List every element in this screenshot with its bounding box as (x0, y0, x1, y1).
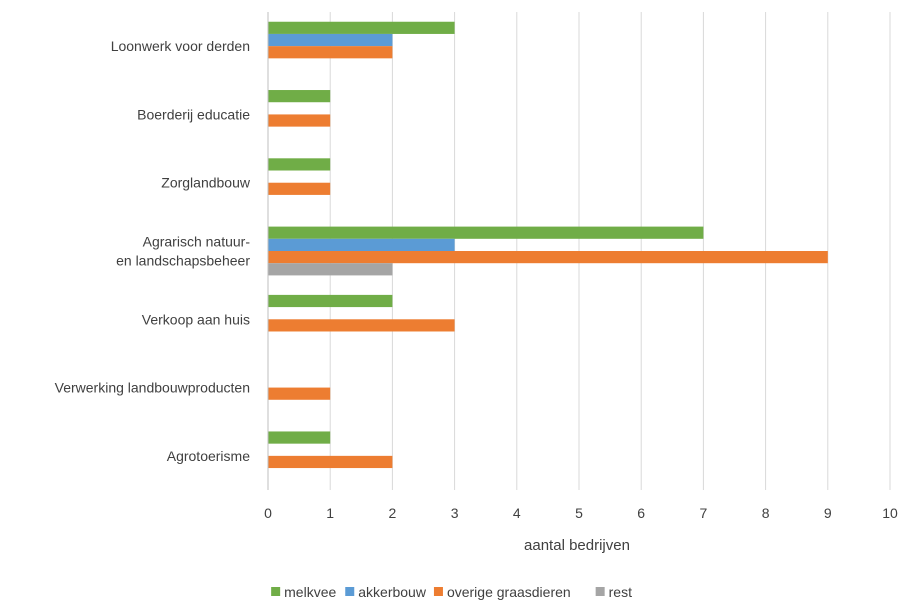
bar-melkvee-7 (268, 431, 331, 444)
bar-akkerbouw-4 (268, 238, 455, 251)
legend-label-rest: rest (609, 584, 632, 600)
category-labels: Loonwerk voor derden Boerderij educatie Zo… (55, 38, 251, 464)
legend-swatch-akkerbouw (345, 587, 355, 596)
bars (268, 21, 828, 469)
bar-rest-4 (268, 263, 393, 276)
category-label: Boerderij educatie (137, 106, 250, 122)
bar-overige-graasdieren-2 (268, 114, 331, 127)
x-tick-label: 6 (637, 505, 645, 521)
x-tick-label: 3 (451, 505, 459, 521)
bar-melkvee-1 (268, 21, 455, 34)
category-label: en landschapsbeheer (116, 253, 250, 269)
bar-melkvee-2 (268, 90, 331, 103)
x-tick-label: 4 (513, 505, 521, 521)
category-label: Loonwerk voor derden (111, 38, 250, 54)
legend: melkvee akkerbouw overige graasdieren rest (271, 584, 632, 600)
bar-melkvee-4 (268, 226, 704, 239)
x-tick-label: 5 (575, 505, 583, 521)
bar-overige-graasdieren-6 (268, 387, 331, 400)
x-axis-title: aantal bedrijven (524, 537, 630, 554)
legend-swatch-overige-graasdieren (433, 587, 443, 596)
x-tick-labels: 0 1 2 3 4 5 6 7 8 9 10 (264, 505, 898, 521)
category-label: Agrotoerisme (167, 448, 250, 464)
x-tick-label: 8 (762, 505, 770, 521)
x-tick-label: 1 (326, 505, 334, 521)
bar-overige-graasdieren-7 (268, 455, 393, 469)
bar-melkvee-5 (268, 294, 393, 308)
x-tick-label: 2 (389, 505, 397, 521)
category-label: Agrarisch natuur- (143, 234, 251, 250)
x-tick-label: 10 (882, 505, 898, 521)
category-label: Verkoop aan huis (142, 311, 250, 327)
legend-swatch-rest (595, 587, 605, 596)
x-tick-label: 0 (264, 505, 272, 521)
bar-overige-graasdieren-3 (268, 182, 331, 195)
legend-swatch-melkvee (271, 587, 281, 596)
bar-melkvee-3 (268, 158, 331, 171)
bar-akkerbouw-1 (268, 33, 393, 47)
bar-overige-graasdieren-5 (268, 319, 455, 332)
bar-overige-graasdieren-4 (268, 251, 828, 264)
legend-label-akkerbouw: akkerbouw (358, 584, 427, 600)
x-tick-label: 7 (700, 505, 708, 521)
legend-label-overige-graasdieren: overige graasdieren (447, 584, 571, 600)
category-label: Verwerking landbouwproducten (55, 380, 250, 396)
bar-overige-graasdieren-1 (268, 46, 393, 59)
category-label: Zorglandbouw (161, 175, 251, 191)
x-tick-label: 9 (824, 505, 832, 521)
legend-label-melkvee: melkvee (284, 584, 336, 600)
